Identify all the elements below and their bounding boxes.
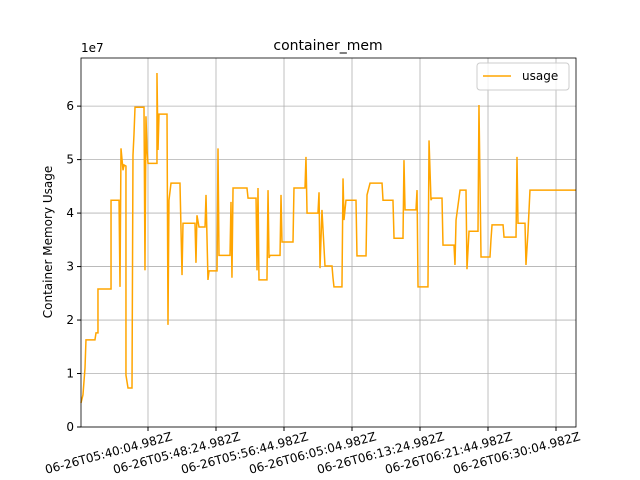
- legend-box: [476, 62, 570, 91]
- data-line: [80, 72, 576, 404]
- chart-title: container_mem: [273, 38, 382, 54]
- y-offset-label: 1e7: [81, 41, 104, 55]
- legend-label: usage: [522, 69, 558, 83]
- y-tick-label: 4: [66, 206, 74, 220]
- legend: usage: [476, 62, 570, 91]
- y-axis-label: Container Memory Usage: [41, 166, 55, 318]
- y-tick-label: 2: [66, 313, 74, 327]
- y-tick-label: 6: [66, 99, 74, 113]
- y-tick-label: 1: [66, 367, 74, 381]
- y-tick-label: 3: [66, 260, 74, 274]
- y-tick-label: 0: [66, 420, 74, 434]
- plot-frame: [80, 57, 577, 428]
- y-tick-label: 5: [66, 153, 74, 167]
